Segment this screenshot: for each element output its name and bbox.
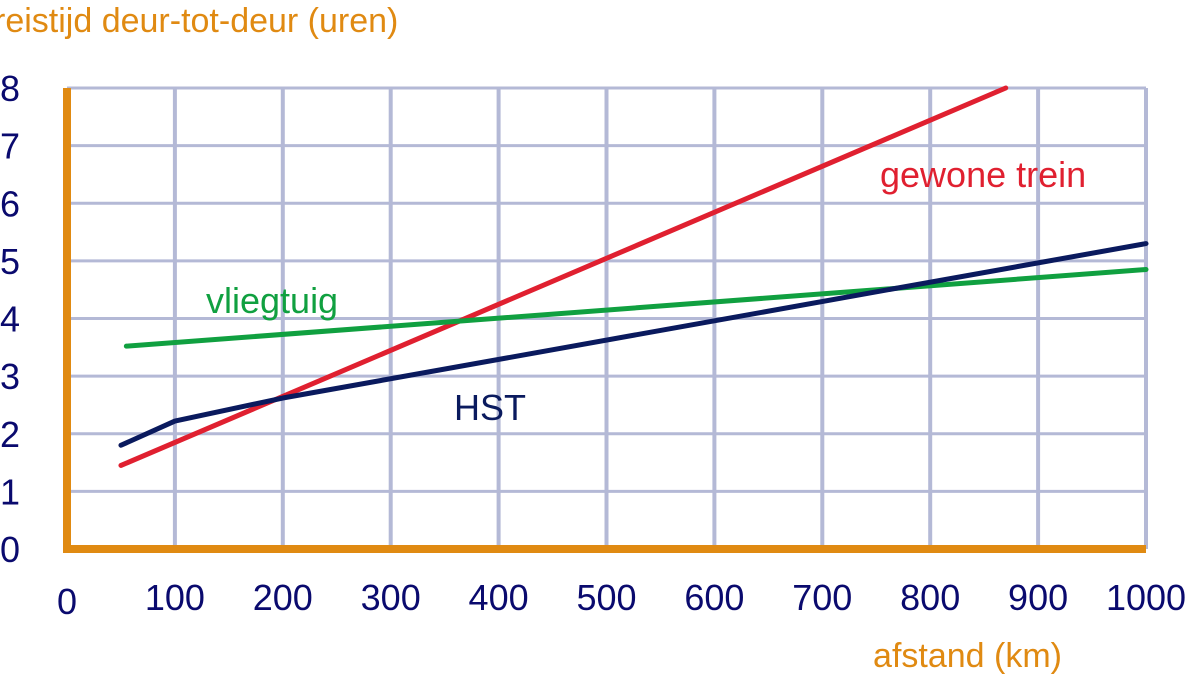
y-tick-labels: 0 1 2 3 4 5 6 7 8 xyxy=(0,68,20,570)
series-label-gewone-trein: gewone trein xyxy=(880,154,1086,195)
y-tick-label: 4 xyxy=(0,299,20,340)
x-tick-label: 100 xyxy=(145,577,205,618)
x-tick-label: 200 xyxy=(253,577,313,618)
series-lines xyxy=(118,85,1149,468)
x-tick-label: 300 xyxy=(361,577,421,618)
axes xyxy=(63,88,1146,553)
series-line-HST xyxy=(118,241,1149,448)
y-tick-label: 0 xyxy=(0,529,20,570)
series-label-HST: HST xyxy=(454,387,526,428)
x-tick-label: 800 xyxy=(900,577,960,618)
x-axis-label: afstand (km) xyxy=(873,637,1062,675)
y-tick-label: 5 xyxy=(0,241,20,282)
x-tick-labels: 0 100 200 300 400 500 600 700 800 900 1000 xyxy=(57,577,1185,622)
y-tick-label: 6 xyxy=(0,183,20,224)
y-tick-label: 8 xyxy=(0,68,20,109)
series-line-vliegtuig xyxy=(123,267,1149,349)
x-tick-label: 500 xyxy=(576,577,636,618)
y-tick-label: 7 xyxy=(0,126,20,167)
x-tick-label: 900 xyxy=(1008,577,1068,618)
series-labels: gewone trein vliegtuig HST xyxy=(206,154,1086,428)
grid xyxy=(67,86,1148,549)
y-tick-label: 1 xyxy=(0,471,20,512)
x-tick-label: 400 xyxy=(469,577,529,618)
x-tick-label: 700 xyxy=(792,577,852,618)
x-tick-label: 600 xyxy=(684,577,744,618)
x-tick-label: 0 xyxy=(57,581,77,622)
y-tick-label: 2 xyxy=(0,414,20,455)
y-axis-label: reistijd deur-tot-deur (uren) xyxy=(0,2,398,40)
y-tick-label: 3 xyxy=(0,356,20,397)
x-tick-label: 1000 xyxy=(1106,577,1185,618)
series-label-vliegtuig: vliegtuig xyxy=(206,280,338,321)
